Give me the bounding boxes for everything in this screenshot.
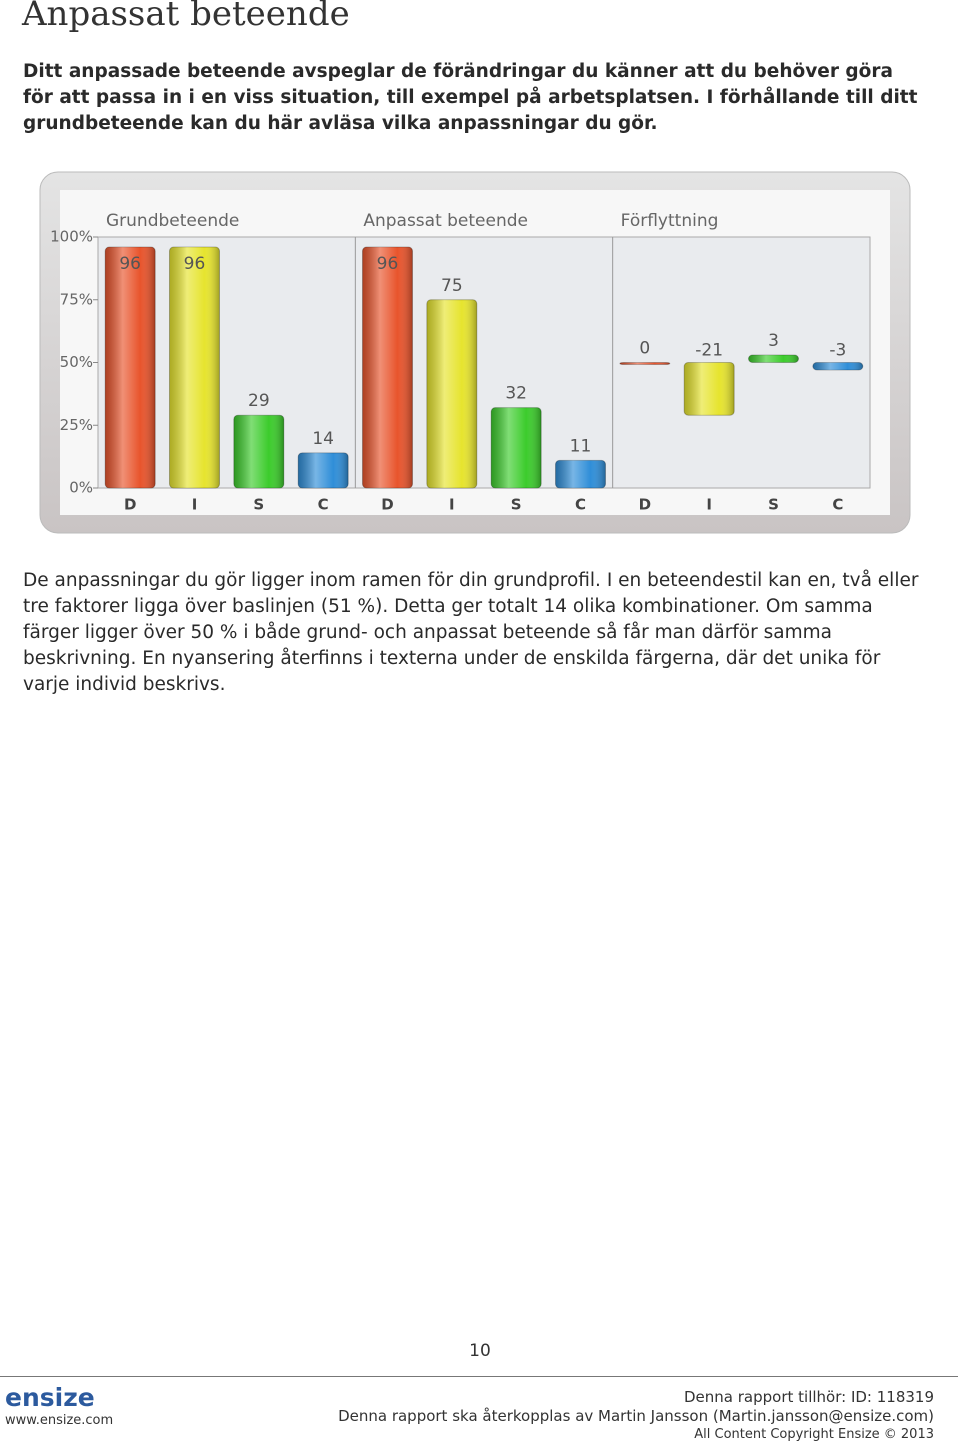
value-label: 3: [768, 331, 779, 351]
logo: ensize: [5, 1383, 95, 1412]
y-tick-label: 0%: [69, 479, 93, 497]
footer-rule: [0, 1376, 958, 1377]
value-label: -3: [829, 341, 846, 361]
x-tick-label: D: [124, 496, 136, 514]
panel-title: Förflyttning: [621, 211, 719, 231]
owner: Denna rapport tillhör: ID: 118319: [684, 1388, 934, 1406]
chart-content: 0% 25% 50% 75% 100% Grundbeteende 96 D 96 I 29 S 14 C…: [50, 211, 864, 514]
bar-shine: [491, 407, 542, 488]
y-tick-label: 50%: [60, 353, 93, 371]
plot-area: [97, 236, 871, 489]
x-tick-label: I: [706, 496, 712, 514]
value-label: 96: [184, 254, 206, 274]
value-label: -21: [695, 341, 723, 361]
body-text: De anpassningar du gör ligger inom ramen…: [23, 570, 919, 695]
bar-shine: [105, 247, 156, 488]
panel-title: Anpassat beteende: [363, 211, 528, 231]
copyright: All Content Copyright Ensize © 2013: [694, 1427, 934, 1442]
x-tick-label: D: [381, 496, 393, 514]
x-tick-label: S: [511, 496, 522, 514]
contact: Denna rapport ska återkopplas av Martin …: [338, 1407, 934, 1425]
x-tick-label: S: [768, 496, 779, 514]
bar-shine: [426, 299, 477, 488]
x-tick-label: D: [639, 496, 651, 514]
value-label: 75: [441, 276, 463, 296]
intro-text: Ditt anpassade beteende avspeglar de för…: [23, 61, 918, 134]
x-tick-label: C: [832, 496, 843, 514]
y-tick-label: 75%: [60, 290, 93, 308]
value-label: 32: [505, 384, 527, 404]
x-tick-label: C: [575, 496, 586, 514]
y-tick-label: 100%: [50, 228, 93, 246]
value-label: 11: [570, 436, 592, 456]
page-number: 10: [469, 1341, 491, 1361]
website: www.ensize.com: [5, 1413, 114, 1428]
bar-shine: [233, 415, 284, 488]
x-tick-label: S: [253, 496, 264, 514]
x-tick-label: I: [192, 496, 198, 514]
bar-shine: [555, 460, 606, 488]
value-label: 29: [248, 391, 270, 411]
x-tick-label: C: [318, 496, 329, 514]
value-label: 96: [377, 254, 399, 274]
bar-shine: [169, 247, 220, 488]
value-label: 14: [312, 429, 334, 449]
bar-shine: [748, 354, 799, 363]
bar-shine: [298, 452, 349, 488]
bar-shine: [684, 362, 735, 416]
bar-shine: [619, 362, 670, 365]
y-tick-label: 25%: [60, 416, 93, 434]
bar-shine: [362, 247, 413, 488]
x-tick-label: I: [449, 496, 455, 514]
panel-title: Grundbeteende: [106, 211, 239, 231]
page-title: Anpassat beteende: [22, 0, 350, 34]
chart: 0% 25% 50% 75% 100% Grundbeteende 96 D 96 I 29 S 14 C…: [39, 171, 911, 534]
value-label: 96: [119, 254, 141, 274]
value-label: 0: [639, 339, 650, 359]
bar-shine: [812, 362, 863, 371]
